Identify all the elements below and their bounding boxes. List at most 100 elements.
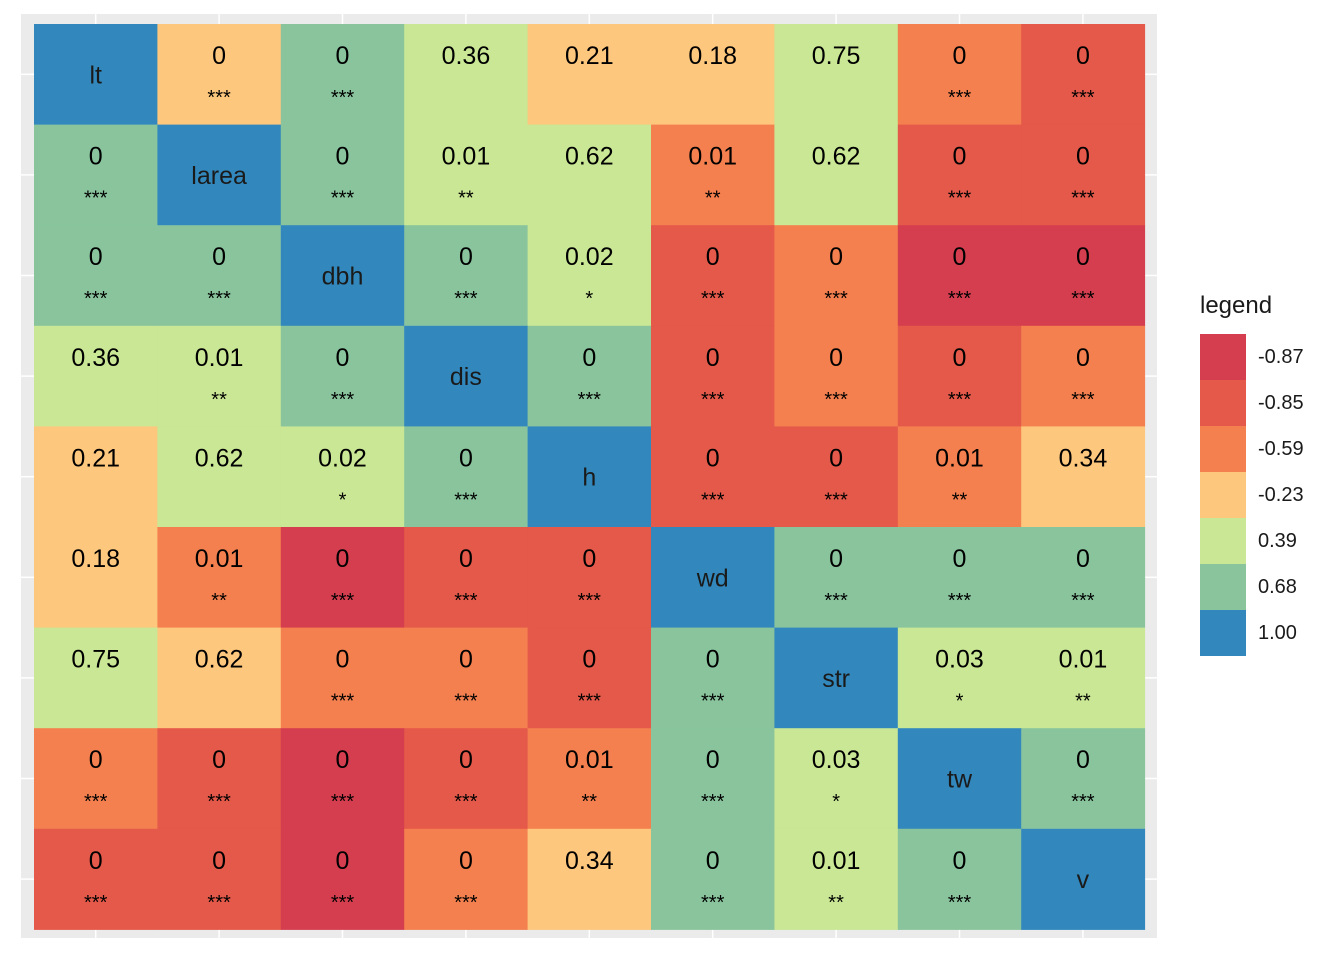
- significance-label: **: [828, 892, 844, 914]
- significance-label: ***: [948, 389, 972, 411]
- significance-label: **: [1075, 691, 1091, 713]
- heatmap-cell: [157, 426, 282, 528]
- p-value-label: 0: [459, 243, 473, 271]
- p-value-label: 0.02: [318, 444, 367, 472]
- p-value-label: 0.01: [442, 143, 491, 171]
- legend-key: [1200, 426, 1246, 472]
- p-value-label: 0: [89, 746, 103, 774]
- heatmap-cell: [774, 124, 899, 226]
- legend-label: -0.87: [1258, 345, 1304, 368]
- p-value-label: 0: [1076, 344, 1090, 372]
- heatmap-cell: [34, 426, 158, 528]
- heatmap-cell: [280, 828, 405, 930]
- p-value-label: 0: [706, 344, 720, 372]
- significance-label: ***: [454, 489, 478, 511]
- significance-label: ***: [84, 791, 108, 813]
- variable-label: h: [582, 464, 596, 492]
- heatmap-cell: [157, 325, 282, 427]
- p-value-label: 0: [336, 143, 350, 171]
- significance-label: *: [585, 288, 593, 310]
- legend-label: -0.23: [1258, 483, 1304, 506]
- significance-label: **: [211, 389, 227, 411]
- legend-label: 1.00: [1258, 621, 1297, 644]
- p-value-label: 0.01: [195, 344, 244, 372]
- p-value-label: 0: [459, 545, 473, 573]
- p-value-label: 0.36: [442, 42, 491, 70]
- p-value-label: 0: [89, 143, 103, 171]
- significance-label: **: [458, 188, 474, 210]
- p-value-label: 0: [212, 746, 226, 774]
- legend-key: [1200, 564, 1246, 610]
- heatmap-cell: [527, 225, 652, 327]
- p-value-label: 0: [212, 243, 226, 271]
- significance-label: **: [582, 791, 598, 813]
- significance-label: ***: [578, 691, 602, 713]
- significance-label: ***: [1071, 288, 1095, 310]
- heatmap-cell: [404, 527, 529, 629]
- p-value-label: 0.02: [565, 243, 614, 271]
- significance-label: ***: [824, 489, 848, 511]
- significance-label: ***: [701, 288, 725, 310]
- p-value-label: 0.75: [71, 646, 120, 674]
- heatmap-cell: [280, 527, 405, 629]
- significance-label: ***: [331, 590, 355, 612]
- heatmap-cell: [280, 325, 405, 427]
- p-value-label: 0: [829, 545, 843, 573]
- legend-key: [1200, 610, 1246, 656]
- p-value-label: 0: [706, 746, 720, 774]
- p-value-label: 0: [953, 143, 967, 171]
- significance-label: ***: [454, 691, 478, 713]
- heatmap-cell: [651, 225, 775, 327]
- p-value-label: 0.01: [935, 444, 984, 472]
- heatmap-cell: [280, 728, 405, 830]
- heatmap-cell: [157, 728, 282, 830]
- heatmap-cell: [651, 325, 775, 427]
- variable-label: v: [1077, 866, 1090, 894]
- heatmap-cell: [527, 24, 652, 126]
- significance-label: ***: [824, 590, 848, 612]
- p-value-label: 0: [706, 847, 720, 875]
- heatmap-cell: [280, 225, 405, 327]
- p-value-label: 0: [1076, 243, 1090, 271]
- p-value-label: 0.21: [71, 444, 120, 472]
- heatmap-cell: [157, 24, 282, 126]
- legend-label: 0.39: [1258, 529, 1297, 552]
- p-value-label: 0: [336, 42, 350, 70]
- p-value-label: 0: [336, 847, 350, 875]
- p-value-label: 0: [582, 344, 596, 372]
- legend-entry: -0.85: [1200, 380, 1304, 426]
- heatmap-cell: [1021, 124, 1146, 226]
- p-value-label: 0: [459, 646, 473, 674]
- heatmap-cell: [774, 527, 899, 629]
- significance-label: ***: [1071, 791, 1095, 813]
- legend-key: [1200, 334, 1246, 380]
- legend-entry: -0.59: [1200, 426, 1304, 472]
- heatmap-cell: [774, 627, 899, 729]
- legend-key: [1200, 518, 1246, 564]
- p-value-label: 0.62: [565, 143, 614, 171]
- p-value-label: 0: [212, 42, 226, 70]
- significance-label: ***: [454, 892, 478, 914]
- heatmap-cell: [404, 124, 529, 226]
- significance-label: ***: [701, 389, 725, 411]
- significance-label: ***: [1071, 590, 1095, 612]
- heatmap-cell: [897, 325, 1022, 427]
- significance-label: ***: [331, 188, 355, 210]
- p-value-label: 0.34: [1059, 444, 1108, 472]
- significance-label: **: [705, 188, 721, 210]
- heatmap-cell: [897, 527, 1022, 629]
- p-value-label: 0: [1076, 42, 1090, 70]
- heatmap-cell: [1021, 426, 1146, 528]
- heatmap-cell: [774, 426, 899, 528]
- heatmap-cell: [157, 124, 282, 226]
- significance-label: ***: [701, 691, 725, 713]
- significance-label: ***: [207, 791, 231, 813]
- significance-label: ***: [454, 590, 478, 612]
- p-value-label: 0: [1076, 143, 1090, 171]
- heatmap-cell: [404, 627, 529, 729]
- heatmap-cell: [1021, 527, 1146, 629]
- heatmap-cell: [1021, 225, 1146, 327]
- variable-label: str: [822, 665, 850, 693]
- significance-label: ***: [331, 791, 355, 813]
- p-value-label: 0.75: [812, 42, 861, 70]
